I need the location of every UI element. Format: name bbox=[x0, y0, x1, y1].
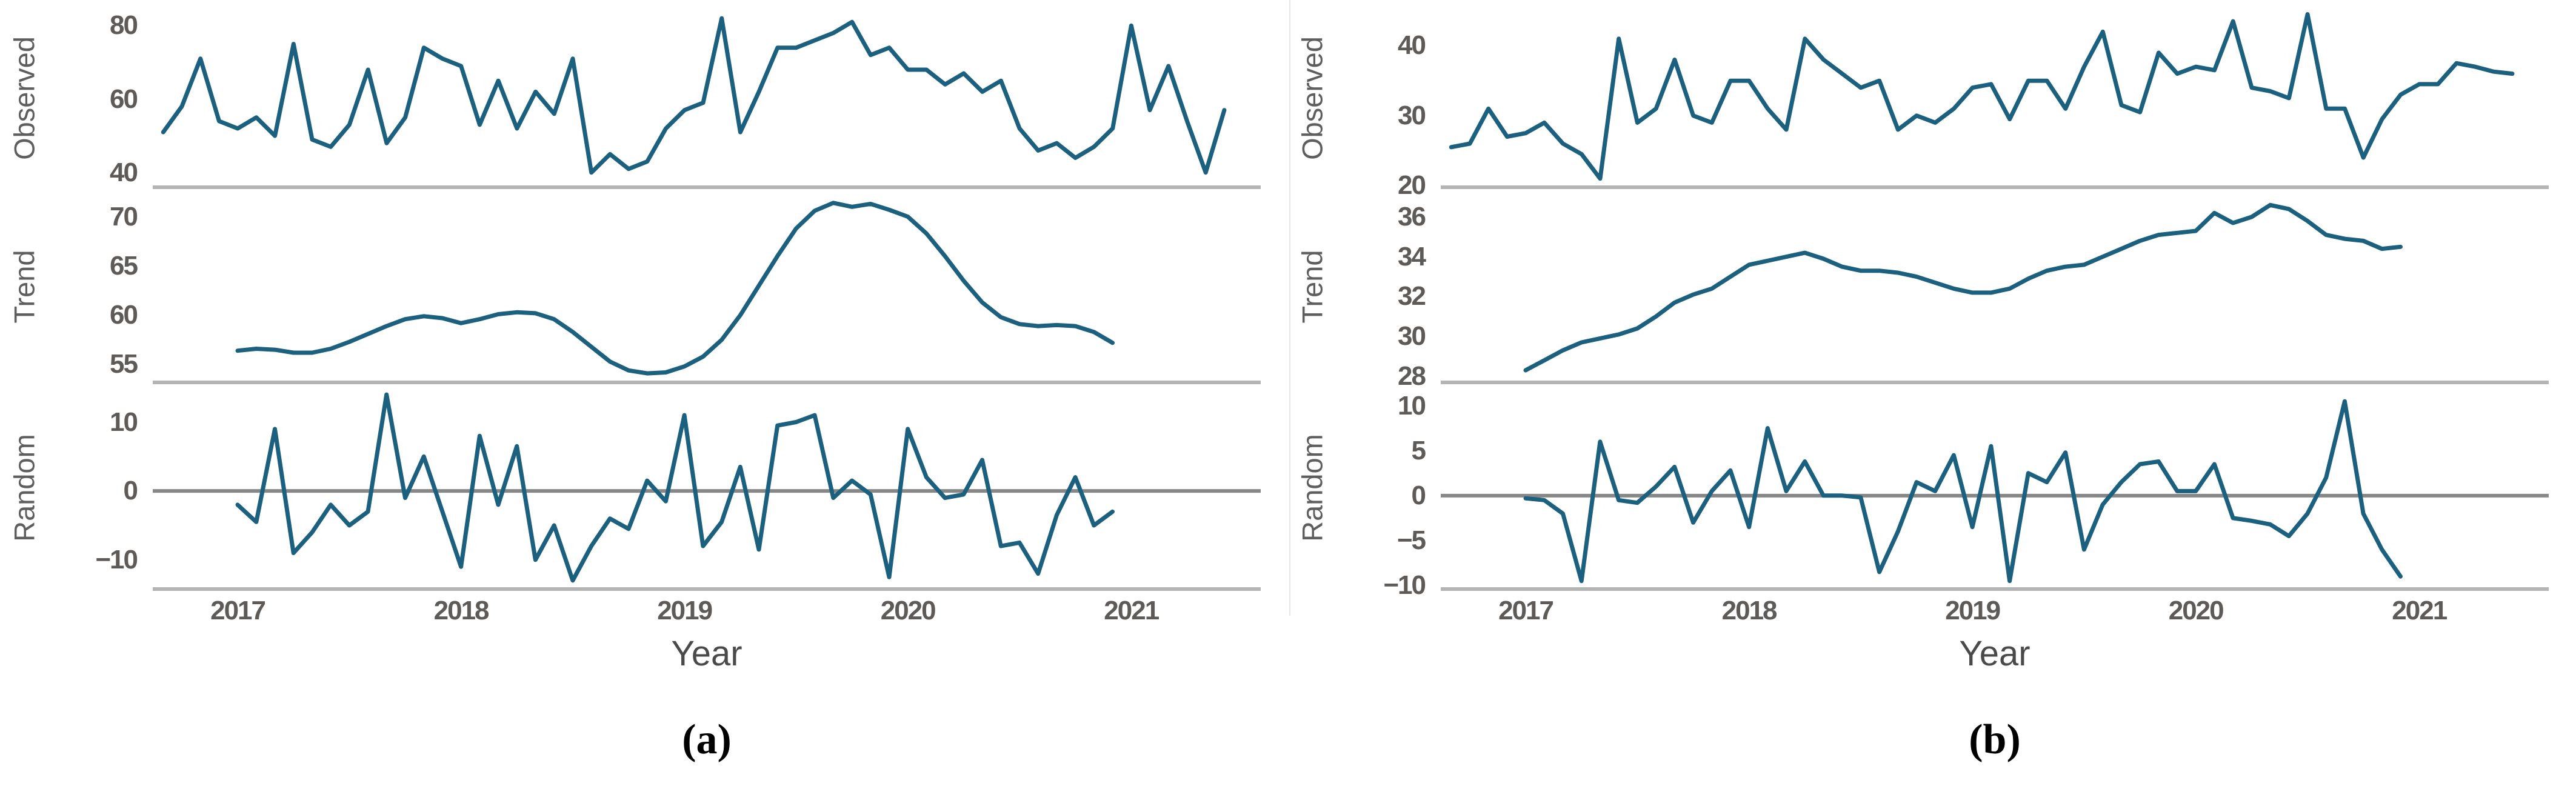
y-tick-label: 30 bbox=[1398, 321, 1426, 351]
subplot-divider bbox=[1289, 0, 1290, 616]
series-line-random bbox=[235, 392, 1115, 583]
caption-b: (b) bbox=[1969, 716, 2021, 763]
y-tick-label: 0 bbox=[123, 476, 139, 506]
y-tick-label: 65 bbox=[110, 250, 138, 281]
x-tick-label: 2018 bbox=[433, 596, 490, 625]
series-line-trend bbox=[1523, 202, 2403, 373]
y-tick-label: 0 bbox=[1411, 480, 1427, 510]
y-tick-labels: 28 30 32 34 36 bbox=[1336, 189, 1441, 390]
x-axis-b: 2017 2018 2019 2020 2021 bbox=[1441, 591, 2549, 627]
y-tick-label: 80 bbox=[110, 10, 138, 41]
x-tick-label: 2020 bbox=[2168, 596, 2224, 625]
chart-b: Observed 20 30 40 Trend 28 30 32 34 36 Random −10 −5… bbox=[1288, 0, 2576, 786]
panels-b: Observed 20 30 40 Trend 28 30 32 34 36 Random −10 −5… bbox=[1288, 7, 2576, 599]
y-axis-title: Observed bbox=[1296, 36, 1329, 160]
x-tick-label: 2021 bbox=[1104, 596, 1160, 625]
x-tick-label: 2019 bbox=[1945, 596, 2001, 625]
plot-area-random bbox=[1441, 399, 2549, 591]
plot-area-trend bbox=[153, 201, 1261, 384]
y-tick-label: 30 bbox=[1398, 100, 1426, 130]
y-tick-label: −5 bbox=[1396, 525, 1426, 555]
y-axis-title: Trend bbox=[1296, 250, 1329, 324]
y-axis-title: Random bbox=[8, 433, 41, 542]
y-tick-label: 32 bbox=[1398, 281, 1426, 311]
y-axis-title: Observed bbox=[8, 36, 41, 160]
y-tick-label: 40 bbox=[110, 157, 138, 187]
panel-trend: Trend 55 60 65 70 bbox=[0, 189, 1288, 384]
panel-random: Random −10 −5 0 5 10 bbox=[1288, 384, 2576, 599]
y-tick-label: 60 bbox=[110, 84, 138, 114]
x-tick-label: 2019 bbox=[657, 596, 713, 625]
y-tick-label: 36 bbox=[1398, 202, 1426, 231]
y-tick-labels: 55 60 65 70 bbox=[48, 189, 153, 384]
panels-a: Observed 40 60 80 Trend 55 60 65 70 Random −10 0 10 bbox=[0, 7, 1288, 591]
plot-area-observed bbox=[153, 16, 1261, 189]
caption-a: (a) bbox=[682, 716, 732, 763]
y-tick-label: 60 bbox=[110, 300, 138, 330]
y-tick-labels: 40 60 80 bbox=[48, 7, 153, 189]
x-tick-label: 2018 bbox=[1721, 596, 1778, 625]
x-tick-label: 2017 bbox=[210, 596, 266, 625]
y-tick-label: 10 bbox=[1398, 390, 1426, 421]
panel-observed: Observed 40 60 80 bbox=[0, 7, 1288, 189]
y-tick-label: 40 bbox=[1398, 30, 1426, 61]
y-tick-label: 28 bbox=[1398, 361, 1426, 391]
y-tick-label: 55 bbox=[110, 349, 138, 379]
y-tick-labels: 20 30 40 bbox=[1336, 7, 1441, 199]
y-tick-label: 20 bbox=[1398, 170, 1426, 201]
plot-area-trend bbox=[1441, 202, 2549, 384]
x-tick-label: 2017 bbox=[1498, 596, 1554, 625]
x-tick-label: 2021 bbox=[2392, 596, 2448, 625]
y-tick-labels: −10 0 10 bbox=[48, 384, 153, 591]
y-tick-label: −10 bbox=[1383, 570, 1426, 601]
series-line-observed bbox=[1449, 12, 2515, 181]
series-line-observed bbox=[161, 16, 1227, 175]
x-axis-title-a: Year bbox=[671, 634, 742, 673]
series-line-random bbox=[1523, 399, 2403, 584]
y-tick-label: −10 bbox=[95, 544, 138, 575]
panel-observed: Observed 20 30 40 bbox=[1288, 7, 2576, 199]
chart-a: Observed 40 60 80 Trend 55 60 65 70 Random −10 0 10 … bbox=[0, 7, 1288, 763]
y-axis-title: Trend bbox=[8, 250, 41, 324]
plot-area-observed bbox=[1441, 12, 2549, 189]
x-tick-label: 2020 bbox=[880, 596, 936, 625]
x-axis-title-b: Year bbox=[1959, 634, 2030, 673]
series-line-trend bbox=[235, 201, 1115, 376]
y-tick-label: 70 bbox=[110, 201, 138, 231]
panel-trend: Trend 28 30 32 34 36 bbox=[1288, 189, 2576, 390]
y-tick-label: 10 bbox=[110, 407, 138, 437]
y-tick-labels: −10 −5 0 5 10 bbox=[1336, 384, 1441, 599]
y-tick-label: 34 bbox=[1398, 241, 1426, 271]
y-axis-title: Random bbox=[1296, 433, 1329, 542]
y-tick-label: 5 bbox=[1411, 435, 1427, 465]
x-axis-a: 2017 2018 2019 2020 2021 bbox=[153, 591, 1261, 627]
plot-area-random bbox=[153, 392, 1261, 591]
panel-random: Random −10 0 10 bbox=[0, 384, 1288, 591]
